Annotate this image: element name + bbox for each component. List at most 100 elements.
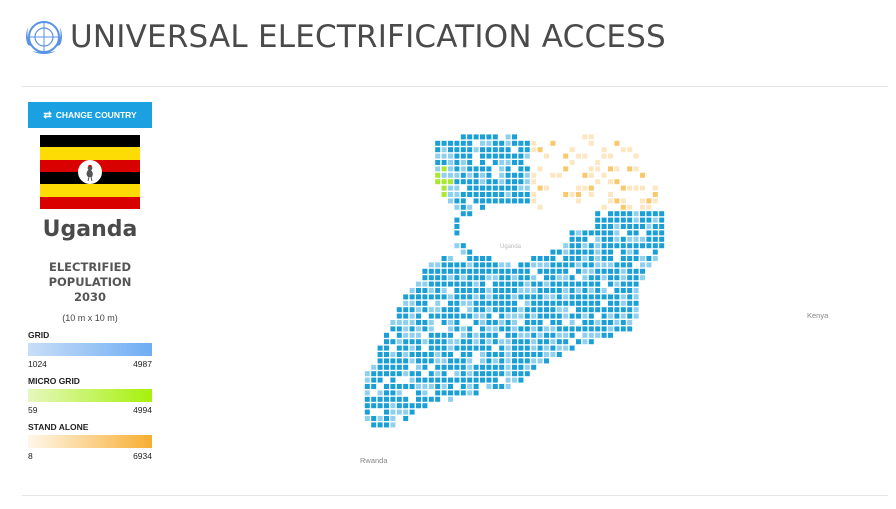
map-cell [544, 185, 549, 191]
map-cell [454, 377, 460, 383]
map-cell [518, 147, 524, 153]
map-cell [550, 172, 556, 178]
map-cell [492, 320, 498, 325]
map-cell [614, 326, 620, 332]
map-cell [588, 313, 594, 319]
map-cell [416, 281, 421, 287]
map-cell [454, 345, 460, 351]
map-canvas[interactable] [340, 100, 860, 480]
map-cell [435, 160, 441, 165]
map-cell [422, 275, 428, 281]
map-cell [390, 390, 396, 396]
map-cell [499, 268, 505, 274]
map-cell [569, 332, 575, 338]
map-cell [473, 198, 479, 204]
map-cell [454, 300, 460, 306]
map-cell [588, 339, 594, 345]
map-cell [652, 249, 658, 255]
map-cell [467, 204, 473, 210]
map-cell [582, 275, 588, 281]
map-cell [390, 422, 396, 428]
map-cell [428, 320, 434, 325]
map-cell [627, 243, 633, 249]
map-cell [390, 358, 396, 364]
map-cell [486, 320, 492, 325]
map-cell [460, 262, 466, 268]
country-name: Uganda [42, 217, 138, 242]
map-cell [480, 185, 485, 191]
map-cell [563, 256, 569, 261]
change-country-button[interactable]: ⇄ CHANGE COUNTRY [28, 102, 152, 128]
map-cell [499, 339, 505, 345]
map-cell [531, 192, 537, 197]
map-cell [499, 192, 505, 197]
map-cell [544, 326, 549, 332]
map-cell [384, 371, 389, 377]
map-cell [576, 249, 581, 255]
map-cell [595, 243, 601, 249]
map-cell [524, 320, 530, 325]
map-cell [390, 409, 396, 415]
map-cell [441, 313, 447, 319]
map-cell [582, 320, 588, 325]
map-cell [524, 352, 530, 357]
map-cell [569, 230, 575, 236]
map-cell [601, 268, 607, 274]
map-cell [614, 230, 620, 236]
map-cell [550, 281, 556, 287]
map-cell [582, 172, 588, 178]
map-cell [416, 364, 421, 370]
map-cell [460, 352, 466, 357]
map-cell [377, 358, 383, 364]
map-cell [377, 364, 383, 370]
map-cell [441, 377, 447, 383]
map-cell [608, 153, 613, 159]
map-cell [454, 204, 460, 210]
map-cell [448, 377, 453, 383]
map-cell [467, 358, 473, 364]
map-cell [435, 332, 441, 338]
map-cell [537, 281, 543, 287]
map-cell [448, 300, 453, 306]
electrification-map[interactable]: Kenya Rwanda Uganda [340, 100, 860, 480]
map-cell [550, 345, 556, 351]
map-cell [627, 268, 633, 274]
map-cell [435, 364, 441, 370]
legend-gradient-bar [28, 435, 152, 448]
map-cell [582, 332, 588, 338]
map-cell [659, 211, 665, 217]
map-cell [550, 313, 556, 319]
map-cell [403, 332, 409, 338]
map-cell [512, 320, 517, 325]
map-cell [492, 179, 498, 185]
map-cell [563, 268, 569, 274]
map-cell [428, 262, 434, 268]
map-cell [492, 185, 498, 191]
map-cell [448, 326, 453, 332]
map-cell [576, 192, 581, 197]
map-cell [563, 313, 569, 319]
map-cell [480, 256, 485, 261]
map-cell [518, 326, 524, 332]
map-cell [428, 313, 434, 319]
map-cell [499, 326, 505, 332]
map-cell [505, 262, 511, 268]
map-cell [582, 313, 588, 319]
map-cell [454, 140, 460, 146]
map-cell [422, 390, 428, 396]
map-cell [441, 140, 447, 146]
map-cell [390, 364, 396, 370]
map-cell [518, 288, 524, 293]
map-cell [473, 268, 479, 274]
map-cell [428, 377, 434, 383]
map-cell [505, 339, 511, 345]
map-cell [608, 179, 613, 185]
map-cell [403, 352, 409, 357]
map-cell [486, 198, 492, 204]
map-cell [531, 313, 537, 319]
map-cell [467, 384, 473, 389]
map-cell [499, 320, 505, 325]
map-cell [486, 147, 492, 153]
map-cell [518, 192, 524, 197]
map-cell [480, 339, 485, 345]
